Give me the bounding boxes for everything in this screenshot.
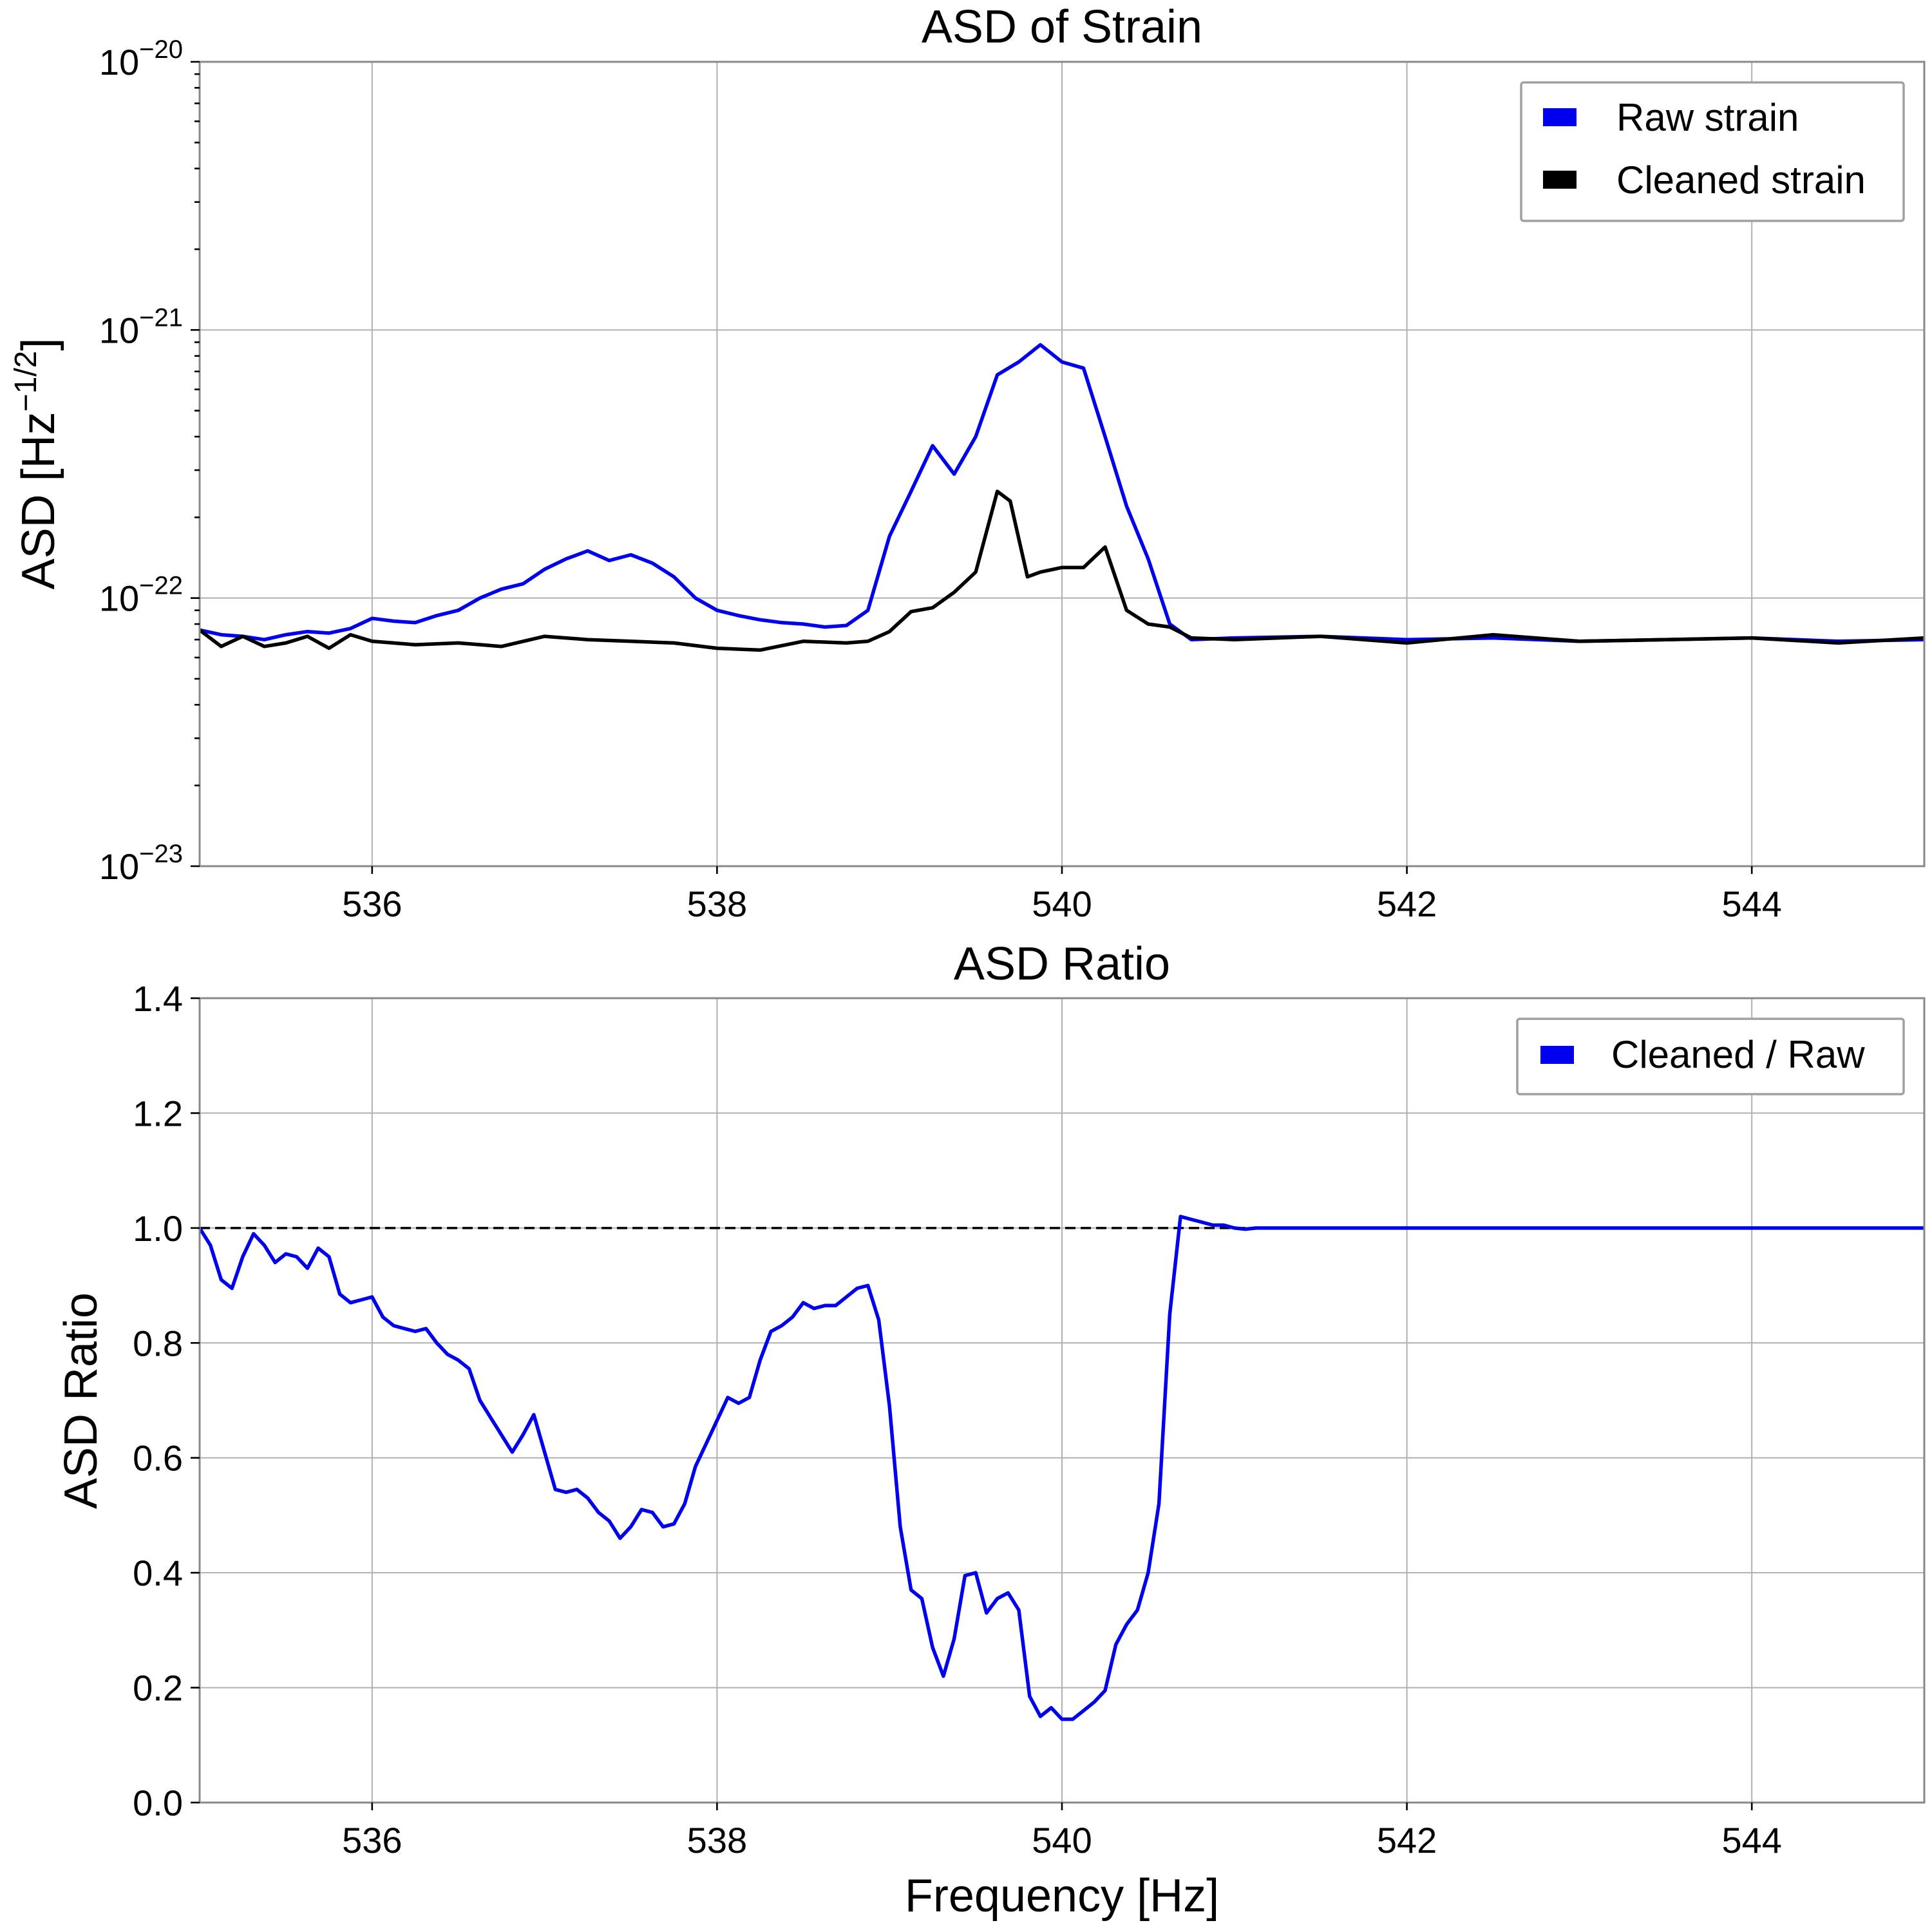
asd-ratio-y-tick-label: 1.2 <box>133 1093 183 1133</box>
asd-ratio-lines <box>198 1215 1924 1721</box>
legend-label-raw-strain: Raw strain <box>1616 96 1799 139</box>
asd-strain-x-tick-label: 544 <box>1721 884 1781 924</box>
asd-ratio-x-tick-label: 540 <box>1032 1820 1092 1861</box>
asd-strain-title: ASD of Strain <box>922 1 1202 53</box>
asd-ratio-x-tick-label: 538 <box>687 1820 747 1861</box>
asd-strain-y-tick-base: 10 <box>99 42 139 82</box>
asd-ratio-x-axis-label: Frequency [Hz] <box>905 1870 1219 1922</box>
asd-ratio-title: ASD Ratio <box>954 938 1170 990</box>
asd-ratio-y-tick-label: 1.0 <box>133 1208 183 1249</box>
asd-strain-x-tick-label: 536 <box>342 884 402 924</box>
legend-label-cleaned-strain: Cleaned strain <box>1616 158 1866 202</box>
legend-swatch-cleaned-over-raw <box>1540 1046 1574 1064</box>
cleaned-over-raw-line <box>198 1215 1924 1721</box>
asd-strain-y-tick-base: 10 <box>99 578 139 619</box>
asd-ratio-y-tick-label: 0.2 <box>133 1668 183 1709</box>
asd-ratio-y-tick-label: 0.4 <box>133 1553 183 1593</box>
legend-swatch-raw-strain <box>1543 108 1577 126</box>
asd-strain-y-tick-label: 10−20 <box>99 35 183 82</box>
asd-ratio-y-tick-label: 0.8 <box>133 1323 183 1363</box>
asd-strain-y-tick-exponent: −22 <box>139 572 183 600</box>
asd-ratio-y-axis-label: ASD Ratio <box>55 1293 107 1509</box>
asd-ratio-y-tick-label: 0.0 <box>133 1783 183 1823</box>
asd-strain-legend: Raw strain Cleaned strain <box>1520 81 1905 222</box>
asd-ratio-panel: ASD Ratio 536 538 540 542 544 0.0 0.2 0.4 0.6 0.8… <box>55 938 1926 1922</box>
asd-ratio-x-tick-label: 544 <box>1721 1820 1781 1861</box>
legend-label-cleaned-over-raw: Cleaned / Raw <box>1611 1033 1865 1076</box>
asd-strain-x-tick-label: 538 <box>687 884 747 924</box>
legend-swatch-cleaned-strain <box>1543 171 1577 189</box>
asd-strain-y-tick-label: 10−21 <box>99 303 183 350</box>
asd-strain-x-tick-label: 542 <box>1377 884 1437 924</box>
asd-strain-legend-box <box>1520 81 1905 222</box>
cleaned-strain-line <box>198 489 1925 652</box>
asd-strain-y-tick-label: 10−23 <box>99 840 183 887</box>
asd-strain-y-tick-exponent: −23 <box>139 840 183 868</box>
asd-ratio-y-tick-label: 0.6 <box>133 1438 183 1479</box>
asd-ratio-y-tick-label: 1.4 <box>133 978 183 1019</box>
asd-ratio-x-tick-label: 542 <box>1377 1820 1437 1861</box>
asd-ratio-legend: Cleaned / Raw <box>1516 1018 1905 1095</box>
asd-strain-lines <box>198 343 1925 652</box>
asd-strain-y-tick-base: 10 <box>99 846 139 887</box>
asd-strain-panel: ASD of Strain 536 538 540 542 54410−2010−211… <box>9 1 1926 924</box>
asd-strain-y-tick-exponent: −20 <box>139 35 183 64</box>
asd-ratio-x-tick-label: 536 <box>342 1820 402 1861</box>
asd-strain-y-tick-label: 10−22 <box>99 572 183 619</box>
asd-strain-x-tick-label: 540 <box>1032 884 1092 924</box>
asd-strain-y-tick-base: 10 <box>99 310 139 350</box>
asd-strain-y-tick-exponent: −21 <box>139 303 183 332</box>
asd-ratio-ticks: 536 538 540 542 544 0.0 0.2 0.4 0.6 0.8 1.0 1.2 1.4 <box>133 978 1782 1861</box>
asd-ratio-legend-box <box>1516 1018 1905 1095</box>
